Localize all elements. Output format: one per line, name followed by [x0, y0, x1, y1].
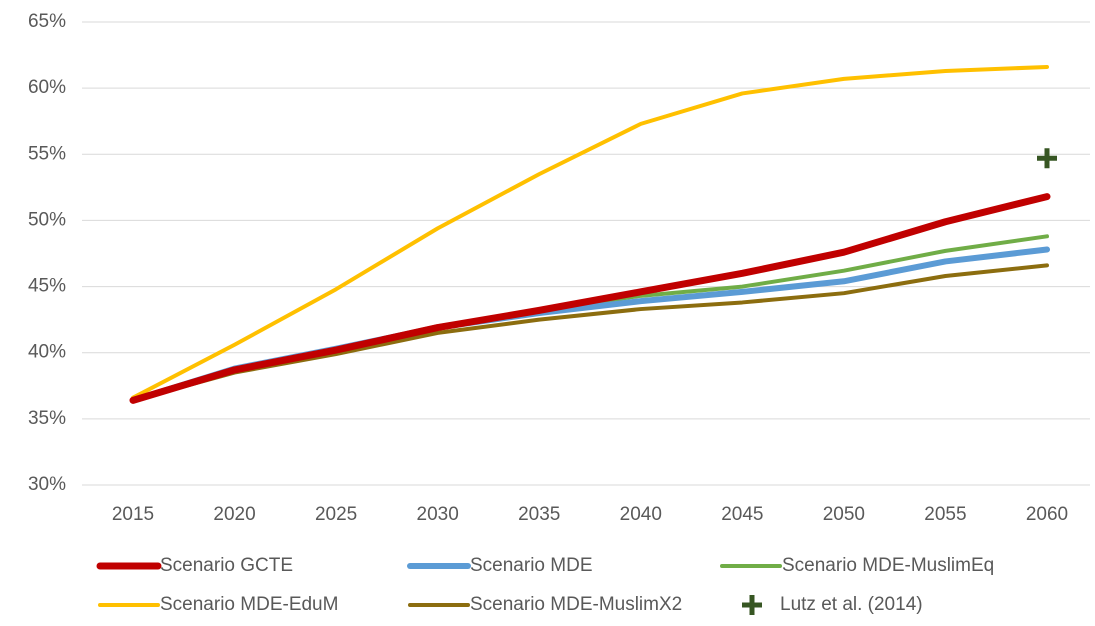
- legend-marker: [742, 595, 762, 615]
- x-tick-label: 2050: [823, 504, 865, 525]
- y-tick-label: 65%: [28, 11, 66, 32]
- x-tick-label: 2060: [1026, 504, 1068, 525]
- marker: [1037, 148, 1057, 169]
- series-line: [131, 263, 1049, 403]
- legend-label: Scenario MDE-MuslimX2: [470, 594, 682, 615]
- legend-label: Scenario MDE: [470, 555, 593, 576]
- y-tick-label: 50%: [28, 209, 66, 230]
- x-tick-label: 2025: [315, 504, 357, 525]
- y-tick-label: 45%: [28, 276, 66, 297]
- x-tick-label: 2055: [924, 504, 966, 525]
- legend-label: Lutz et al. (2014): [780, 594, 923, 615]
- x-tick-label: 2035: [518, 504, 560, 525]
- legend-label: Scenario MDE-EduM: [160, 594, 338, 615]
- y-tick-label: 60%: [28, 77, 66, 98]
- x-tick-label: 2045: [721, 504, 763, 525]
- legend-label: Scenario GCTE: [160, 555, 293, 576]
- series-line: [129, 193, 1051, 404]
- series-line: [131, 234, 1049, 403]
- x-tick-label: 2020: [213, 504, 255, 525]
- x-tick-label: 2015: [112, 504, 154, 525]
- y-tick-label: 55%: [28, 143, 66, 164]
- y-tick-label: 40%: [28, 342, 66, 363]
- series-line: [131, 64, 1049, 400]
- y-tick-label: 30%: [28, 474, 66, 495]
- x-tick-label: 2040: [620, 504, 662, 525]
- legend-label: Scenario MDE-MuslimEq: [782, 555, 994, 576]
- y-tick-label: 35%: [28, 408, 66, 429]
- x-tick-label: 2030: [417, 504, 459, 525]
